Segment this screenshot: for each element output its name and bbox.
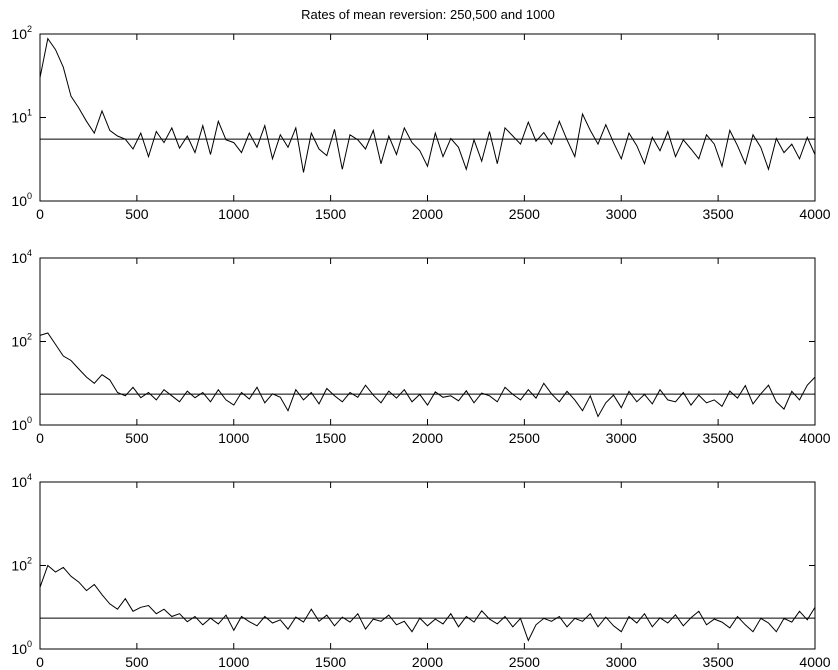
series-line-1 bbox=[39, 37, 816, 173]
x-tick-label: 1500 bbox=[315, 430, 346, 446]
x-tick-label: 1500 bbox=[315, 206, 346, 222]
x-tick-label: 2000 bbox=[412, 206, 443, 222]
y-tick-label: 100 bbox=[11, 415, 32, 433]
x-tick-label: 2000 bbox=[412, 430, 443, 446]
y-tick-label: 101 bbox=[11, 108, 32, 126]
x-tick-label: 3500 bbox=[703, 206, 734, 222]
y-tick-label: 104 bbox=[11, 472, 32, 490]
y-tick-label: 100 bbox=[11, 191, 32, 209]
series-line-1 bbox=[39, 564, 816, 642]
x-tick-label: 2500 bbox=[509, 430, 540, 446]
x-tick-label: 500 bbox=[125, 654, 149, 670]
plot-panel-1: 0 500 1000 1500 2000 2500 3000 3500 4000 100 101 10… bbox=[11, 24, 830, 222]
y-tick-label: 104 bbox=[11, 248, 32, 266]
x-tick-label: 1500 bbox=[315, 654, 346, 670]
axes-frame bbox=[39, 481, 816, 650]
plot-panel-2: 0 500 1000 1500 2000 2500 3000 3500 4000 100 102 10… bbox=[11, 248, 830, 446]
x-tick-label: 3500 bbox=[703, 654, 734, 670]
x-tick-label: 2500 bbox=[509, 654, 540, 670]
x-tick-label: 0 bbox=[36, 430, 44, 446]
y-tick-label: 100 bbox=[11, 639, 32, 657]
x-tick-label: 4000 bbox=[799, 206, 830, 222]
x-tick-label: 3000 bbox=[606, 206, 637, 222]
chart-title: Rates of mean reversion: 250,500 and 100… bbox=[301, 7, 555, 22]
y-tick-label: 102 bbox=[11, 332, 32, 350]
x-tick-label: 500 bbox=[125, 430, 149, 446]
plot-panel-3: 0 500 1000 1500 2000 2500 3000 3500 4000 100 102 10… bbox=[11, 472, 830, 670]
x-tick-label: 2500 bbox=[509, 206, 540, 222]
x-tick-label: 4000 bbox=[799, 430, 830, 446]
x-tick-label: 3500 bbox=[703, 430, 734, 446]
series-line-1 bbox=[39, 332, 816, 418]
x-tick-label: 3000 bbox=[606, 430, 637, 446]
axes-frame bbox=[39, 33, 816, 202]
x-tick-label: 2000 bbox=[412, 654, 443, 670]
x-tick-label: 1000 bbox=[218, 654, 249, 670]
x-tick-label: 3000 bbox=[606, 654, 637, 670]
x-tick-label: 1000 bbox=[218, 430, 249, 446]
y-tick-label: 102 bbox=[11, 24, 32, 42]
y-tick-label: 102 bbox=[11, 556, 32, 574]
x-tick-label: 0 bbox=[36, 206, 44, 222]
x-tick-label: 4000 bbox=[799, 654, 830, 670]
x-tick-label: 0 bbox=[36, 654, 44, 670]
x-tick-label: 1000 bbox=[218, 206, 249, 222]
x-tick-label: 500 bbox=[125, 206, 149, 222]
